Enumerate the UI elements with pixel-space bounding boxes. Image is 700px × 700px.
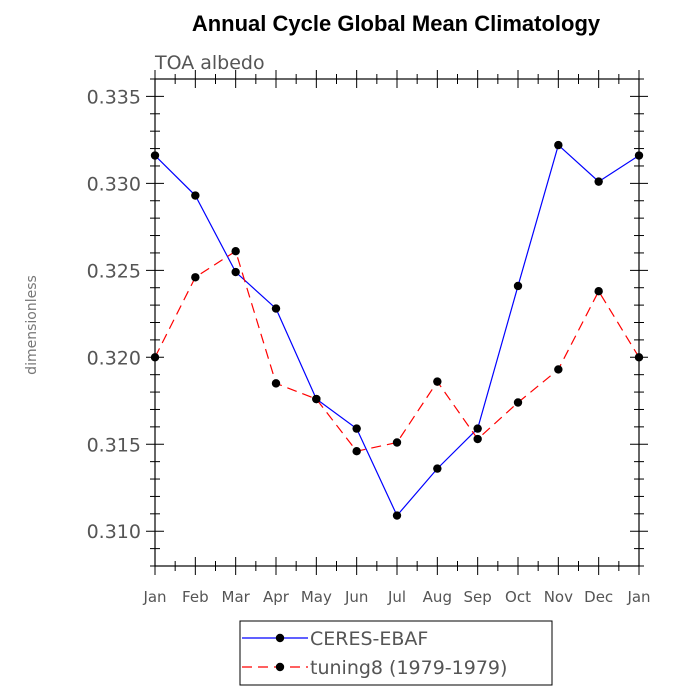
- x-tick-label: May: [301, 588, 332, 606]
- data-point: [150, 151, 160, 160]
- x-tick-label: Sep: [464, 588, 492, 606]
- data-point: [634, 353, 644, 362]
- plot-area: 0.310 0.315 0.320 0.325 0.330 0.335 Jan Feb Mar A…: [87, 70, 651, 606]
- chart-subtitle: TOA albedo: [154, 52, 265, 74]
- chart-title: Annual Cycle Global Mean Climatology: [192, 11, 601, 36]
- x-tick-label: Jun: [344, 588, 368, 606]
- data-point: [150, 353, 160, 362]
- data-point: [352, 424, 361, 433]
- data-point: [513, 398, 523, 407]
- data-point: [312, 394, 321, 404]
- data-point: [392, 511, 402, 520]
- data-point: [473, 434, 482, 444]
- legend-entry: CERES-EBAF: [310, 628, 428, 650]
- y-tick-label: 0.325: [87, 260, 141, 282]
- y-tick-label: 0.330: [87, 173, 141, 195]
- legend: CERES-EBAF tuning8 (1979-1979): [239, 620, 553, 686]
- y-tick-label: 0.315: [87, 434, 141, 456]
- data-point: [271, 304, 281, 313]
- x-tick-label: Nov: [544, 588, 573, 606]
- y-tick-label: 0.335: [87, 86, 141, 108]
- data-point: [473, 424, 482, 433]
- data-point: [433, 464, 442, 473]
- data-point: [191, 273, 200, 282]
- data-point: [554, 365, 563, 374]
- data-point: [231, 246, 240, 256]
- data-point: [191, 191, 200, 200]
- data-point: [594, 286, 603, 296]
- x-tick-label: Dec: [584, 588, 613, 606]
- legend-entry: tuning8 (1979-1979): [310, 657, 507, 679]
- data-point: [433, 377, 442, 386]
- data-point: [231, 267, 240, 277]
- x-tick-label: Oct: [505, 588, 531, 606]
- y-tick-label: 0.310: [87, 521, 141, 543]
- data-point: [352, 447, 361, 456]
- x-tick-label: Feb: [182, 588, 209, 606]
- data-point: [554, 140, 563, 150]
- data-point: [392, 438, 402, 447]
- y-axis-label: dimensionless: [24, 275, 40, 375]
- series-line: [154, 250, 640, 452]
- x-tick-label: Jan: [142, 588, 166, 606]
- data-point: [634, 151, 644, 160]
- legend-box: [239, 620, 553, 686]
- legend-marker: [275, 633, 285, 643]
- legend-marker: [275, 662, 285, 672]
- x-tick-label: Mar: [222, 588, 251, 606]
- data-point: [513, 281, 523, 291]
- data-point: [594, 177, 603, 186]
- x-tick-label: Aug: [423, 588, 452, 606]
- x-tick-label: Jan: [626, 588, 650, 606]
- y-tick-label: 0.320: [87, 347, 141, 369]
- data-point: [271, 379, 281, 388]
- x-tick-label: Apr: [263, 588, 290, 606]
- series-line: [154, 144, 640, 517]
- x-tick-label: Jul: [387, 588, 406, 606]
